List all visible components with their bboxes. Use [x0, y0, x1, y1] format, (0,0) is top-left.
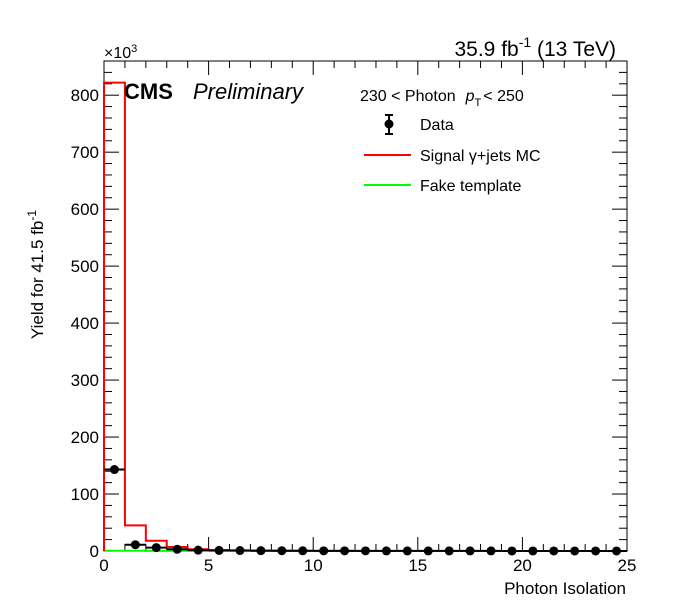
data-point — [151, 543, 161, 553]
data-point — [214, 545, 224, 555]
y-tick-label: 200 — [71, 428, 99, 447]
lumi-label: 35.9 fb-1 (13 TeV) — [454, 34, 616, 61]
x-tick-label: 20 — [513, 556, 532, 575]
legend-item-fake: Fake template — [364, 178, 521, 195]
data-point — [340, 546, 350, 556]
y-tick-label: 500 — [71, 257, 99, 276]
y-tick-label: 700 — [71, 143, 99, 162]
data-point — [256, 546, 266, 556]
legend-item-data: Data — [384, 114, 454, 135]
y-tick-label: 100 — [71, 485, 99, 504]
x-tick-label: 5 — [204, 556, 213, 575]
data-point — [612, 546, 622, 556]
bin-range-label: 230 < Photon pT < 250 — [360, 88, 524, 109]
x-tick-labels: 0 5 10 15 20 25 — [99, 556, 636, 575]
axis-ticks — [103, 60, 628, 552]
data-point — [528, 546, 538, 556]
legend-label-signal: Signal γ+jets MC — [420, 148, 541, 165]
data-point — [361, 546, 370, 556]
data-point — [444, 546, 454, 556]
status-label: Preliminary — [193, 79, 305, 104]
data-point — [402, 546, 412, 556]
data-point — [507, 546, 517, 556]
histogram-series — [103, 81, 628, 556]
y-tick-label: 600 — [71, 200, 99, 219]
x-tick-label: 10 — [304, 556, 323, 575]
data-point — [172, 544, 182, 554]
legend-label-data: Data — [420, 117, 454, 134]
y-tick-label: 0 — [90, 542, 99, 561]
experiment-label: CMS — [124, 79, 173, 104]
legend-item-signal: Signal γ+jets MC — [364, 148, 541, 165]
data-point — [235, 546, 245, 556]
data-point — [130, 540, 140, 550]
data-point — [319, 546, 329, 556]
data-point — [591, 546, 601, 556]
data-point — [277, 546, 287, 556]
x-tick-label: 15 — [408, 556, 427, 575]
data-point — [423, 546, 433, 556]
y-tick-label: 800 — [71, 86, 99, 105]
data-point — [486, 546, 496, 556]
data-point — [109, 465, 119, 475]
x-tick-label: 0 — [99, 556, 108, 575]
legend: Data Signal γ+jets MC Fake template — [364, 114, 541, 195]
data-point — [381, 546, 391, 556]
y-axis-label: Yield for 41.5 fb-1 — [25, 210, 47, 339]
x-tick-label: 25 — [618, 556, 637, 575]
x-axis-label: Photon Isolation — [504, 579, 626, 598]
plot-frame — [103, 60, 628, 552]
data-point — [549, 546, 559, 556]
data-point — [193, 545, 203, 555]
data-point — [570, 546, 580, 556]
data-point — [298, 546, 308, 556]
y-multiplier: ×103 — [104, 43, 137, 62]
data-point — [465, 546, 475, 556]
signal-step-line — [103, 81, 628, 552]
y-tick-labels: 0 100 200 300 400 500 600 700 800 — [71, 86, 99, 561]
legend-label-fake: Fake template — [420, 178, 521, 195]
y-tick-label: 400 — [71, 314, 99, 333]
y-tick-label: 300 — [71, 371, 99, 390]
